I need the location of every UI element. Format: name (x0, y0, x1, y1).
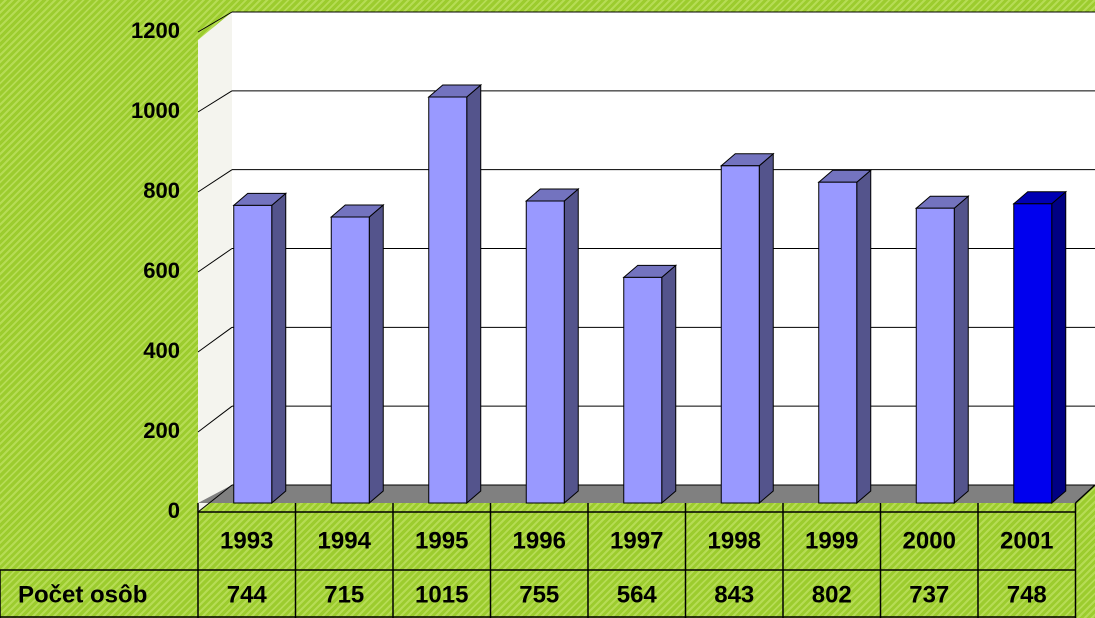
bar (330, 216, 370, 504)
x-tick-label: 2001 (1000, 527, 1053, 554)
bar (720, 165, 760, 504)
table-value: 564 (617, 581, 658, 608)
bar-side (1051, 190, 1067, 505)
x-tick-label: 1993 (220, 527, 273, 554)
y-tick-label: 600 (143, 258, 180, 283)
y-tick-label: 1200 (131, 18, 180, 43)
bar (525, 200, 565, 504)
table-value: 744 (227, 581, 268, 608)
table-value: 802 (812, 581, 852, 608)
bar-side (271, 192, 287, 505)
bar-side (563, 187, 579, 505)
bar-side (758, 152, 774, 505)
bar-side (368, 203, 384, 505)
grid-line (197, 326, 233, 353)
x-tick-label: 1997 (610, 527, 663, 554)
table-value: 715 (324, 581, 364, 608)
bar-side (466, 83, 482, 505)
table-value: 748 (1007, 581, 1047, 608)
x-tick-label: 2000 (903, 527, 956, 554)
bar (1013, 203, 1053, 504)
y-tick-label: 800 (143, 178, 180, 203)
grid-line (197, 169, 233, 193)
x-tick-label: 1999 (805, 527, 858, 554)
side-wall (198, 12, 232, 512)
bar-side (953, 195, 969, 505)
grid-line (197, 405, 233, 433)
y-tick-label: 200 (143, 418, 180, 443)
grid-line (197, 90, 233, 113)
bar (428, 96, 468, 504)
bar (233, 204, 273, 504)
x-tick-label: 1994 (318, 527, 372, 554)
table-value: 1015 (415, 581, 468, 608)
table-border (1074, 484, 1095, 504)
bar-side (856, 169, 872, 505)
grid-line (197, 11, 233, 33)
bar-side (661, 264, 677, 505)
x-tick-label: 1998 (708, 527, 761, 554)
table-value: 737 (909, 581, 949, 608)
series-label: Počet osôb (18, 581, 147, 608)
grid-line (197, 248, 233, 273)
table-value: 843 (714, 581, 754, 608)
y-tick-label: 400 (143, 338, 180, 363)
bar (623, 276, 663, 504)
bar (915, 207, 955, 504)
x-tick-label: 1995 (415, 527, 468, 554)
bar (818, 181, 858, 504)
grid-line (197, 484, 233, 513)
y-tick-label: 0 (168, 498, 180, 523)
table-value: 755 (519, 581, 559, 608)
y-tick-label: 1000 (131, 98, 180, 123)
x-tick-label: 1996 (513, 527, 566, 554)
